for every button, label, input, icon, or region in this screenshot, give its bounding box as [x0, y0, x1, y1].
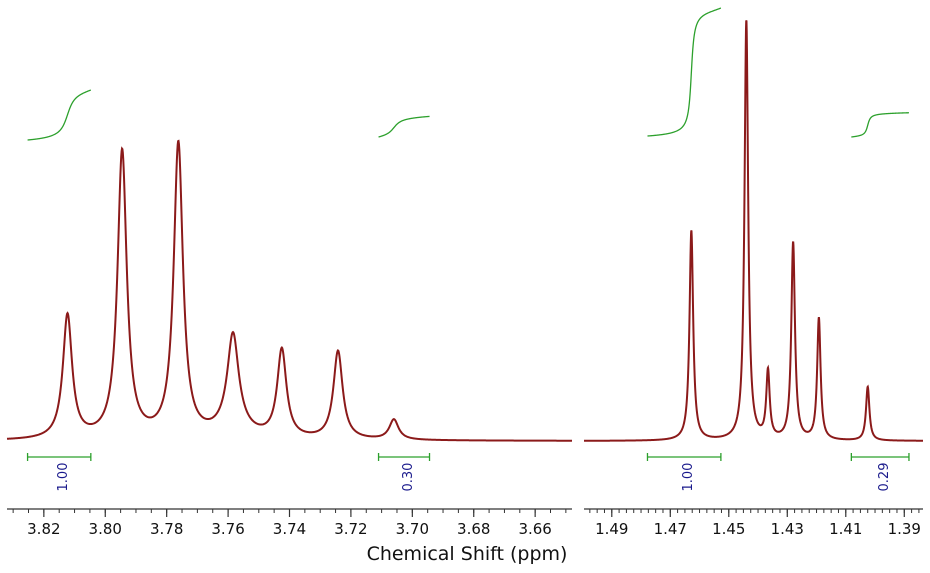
integral-value-label: 0.29 — [877, 463, 892, 492]
x-tick-label: 3.68 — [457, 520, 490, 538]
spectrum-trace — [584, 20, 923, 442]
x-axis-title: Chemical Shift (ppm) — [367, 543, 568, 565]
x-tick-label: 1.41 — [829, 520, 862, 538]
x-tick-label: 3.80 — [89, 520, 122, 538]
x-tick-label: 3.76 — [211, 520, 244, 538]
spectrum-panel-right: 1.00 0.29 1.49 1.47 1.45 1.43 1.41 1.39 — [584, 7, 923, 538]
x-tick-label: 3.82 — [27, 520, 60, 538]
integral-curve — [378, 115, 430, 138]
x-tick-label: 3.74 — [273, 520, 306, 538]
x-tick-label: 3.78 — [150, 520, 183, 538]
spectrum-panel-left: 1.00 0.30 3.82 3.80 3.78 3.76 3.74 3.72 3.70 3.68… — [6, 89, 573, 538]
integral-value-label: 1.00 — [56, 463, 71, 492]
spectrum-trace — [6, 139, 573, 442]
x-tick-label: 1.49 — [595, 520, 628, 538]
x-tick-label: 3.72 — [334, 520, 367, 538]
integral-value-label: 0.30 — [401, 463, 416, 492]
integral-curve — [647, 7, 722, 137]
integral-curve — [27, 89, 92, 141]
x-tick-label: 1.39 — [888, 520, 921, 538]
integral-curve — [851, 112, 909, 138]
x-tick-label: 1.43 — [771, 520, 804, 538]
x-tick-label: 3.70 — [396, 520, 429, 538]
x-tick-label: 1.45 — [712, 520, 745, 538]
x-tick-label: 1.47 — [654, 520, 687, 538]
x-tick-label: 3.66 — [518, 520, 551, 538]
integral-value-label: 1.00 — [681, 463, 696, 492]
